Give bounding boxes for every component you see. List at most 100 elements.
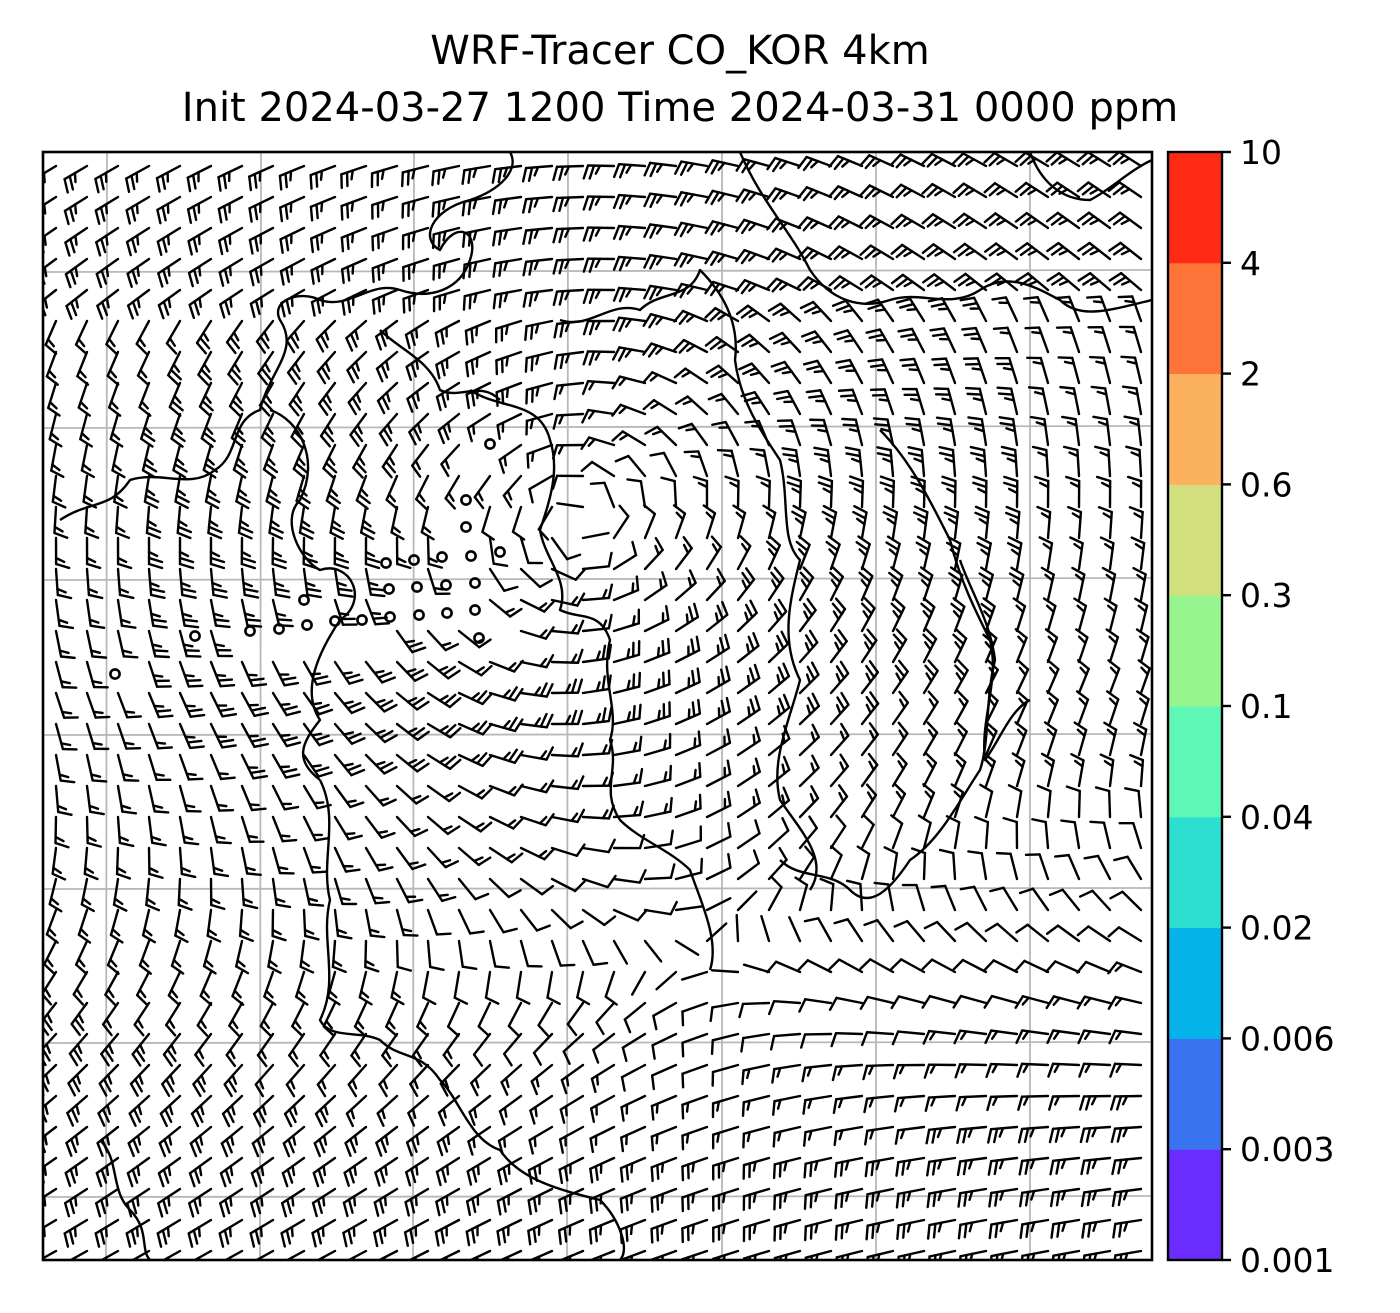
wind-barb	[986, 1094, 1019, 1112]
wind-barb	[612, 939, 629, 965]
wind-barb	[453, 970, 469, 1005]
wind-barb	[992, 326, 1019, 354]
wind-barb	[165, 319, 182, 355]
wind-barb	[736, 726, 761, 757]
wind-barb	[219, 1187, 244, 1218]
wind-barb	[677, 422, 709, 447]
wind-barb	[178, 691, 206, 718]
wind-barb	[345, 319, 368, 352]
wind-barb	[167, 970, 182, 1006]
wind-barb	[240, 753, 269, 780]
wind-barb	[333, 908, 353, 940]
wind-barb	[704, 280, 740, 297]
wind-barb	[326, 970, 341, 1006]
wind-barb	[440, 443, 461, 478]
wind-barb	[803, 1218, 833, 1242]
wind-barb	[50, 443, 65, 479]
wind-barb	[257, 350, 275, 386]
wind-barb	[1105, 690, 1120, 726]
wind-barb	[550, 742, 584, 758]
wind-barb	[1077, 1029, 1112, 1045]
wind-barb	[488, 908, 518, 934]
wind-barb	[240, 567, 260, 599]
wind-barb	[921, 152, 957, 168]
wind-barb	[742, 1125, 771, 1149]
wind-barb	[674, 825, 703, 850]
wind-barb	[674, 793, 702, 819]
wind-barb	[817, 475, 834, 509]
wind-barb	[828, 154, 864, 171]
wind-barb	[829, 660, 850, 695]
wind-barb	[376, 1094, 399, 1127]
wind-barb	[240, 536, 257, 570]
wind-barb	[767, 724, 791, 757]
wind-barb	[749, 447, 771, 478]
wind-barb	[562, 1032, 585, 1066]
wind-barb	[922, 273, 957, 292]
wind-barb	[735, 188, 771, 204]
coastline-korea-east	[559, 268, 818, 891]
wind-barb	[711, 1156, 740, 1181]
wind-barb	[1092, 415, 1112, 447]
wind-barb	[643, 254, 678, 270]
wind-barb	[917, 566, 934, 602]
wind-barb	[612, 800, 645, 819]
wind-barb	[767, 876, 783, 912]
wind-barb	[705, 821, 732, 850]
wind-barb	[917, 814, 932, 850]
wind-barb	[582, 350, 616, 366]
wind-barb	[426, 536, 444, 569]
wind-barb	[983, 994, 1019, 1009]
wind-barb	[524, 319, 554, 342]
wind-barb	[43, 195, 58, 223]
wind-barb	[364, 660, 397, 684]
wind-barb	[927, 297, 957, 323]
wind-barb	[240, 691, 270, 717]
wind-barb	[773, 389, 802, 416]
wind-barb	[178, 815, 200, 846]
wind-barb	[612, 255, 647, 272]
wind-barb	[204, 474, 221, 510]
wind-barb	[364, 877, 391, 905]
wind-barb	[395, 939, 413, 972]
wind-barb	[1088, 355, 1112, 385]
wind-barb	[157, 1187, 182, 1218]
wind-barb	[766, 247, 802, 263]
wind-barb	[342, 1218, 368, 1248]
wind-barb	[188, 1156, 213, 1188]
wind-barb	[496, 412, 523, 440]
wind-barb	[612, 908, 648, 922]
wind-barb	[519, 626, 555, 640]
wind-barb	[560, 1063, 585, 1095]
wind-barb	[705, 535, 723, 571]
wind-barb	[147, 536, 164, 570]
wind-barb	[80, 877, 95, 913]
wind-barb	[147, 846, 164, 879]
wind-barb	[922, 783, 936, 819]
wind-barb	[742, 1218, 771, 1243]
wind-barb	[864, 1125, 895, 1146]
wind-barb	[126, 1156, 151, 1188]
wind-barb	[984, 272, 1019, 292]
wind-barb	[967, 850, 988, 881]
wind-barb	[309, 164, 337, 190]
wind-barb	[705, 790, 732, 819]
wind-barb	[680, 970, 709, 981]
wind-barb	[199, 970, 213, 1006]
wind-barb	[741, 1063, 771, 1086]
wind-barb	[767, 630, 789, 664]
wind-barb	[249, 1218, 275, 1248]
wind-barb	[1054, 295, 1081, 323]
wind-barb	[209, 815, 233, 845]
wind-barb	[402, 288, 430, 314]
wind-barb	[744, 419, 771, 447]
wind-barb	[51, 846, 67, 881]
wind-barb	[643, 701, 671, 726]
wind-barb	[519, 598, 555, 613]
wind-barb	[1067, 505, 1083, 540]
colorbar-segment	[1168, 706, 1222, 818]
wind-barb	[333, 536, 350, 570]
wind-barb	[519, 654, 555, 669]
wind-barb	[1046, 241, 1081, 261]
wind-barb	[116, 567, 135, 600]
